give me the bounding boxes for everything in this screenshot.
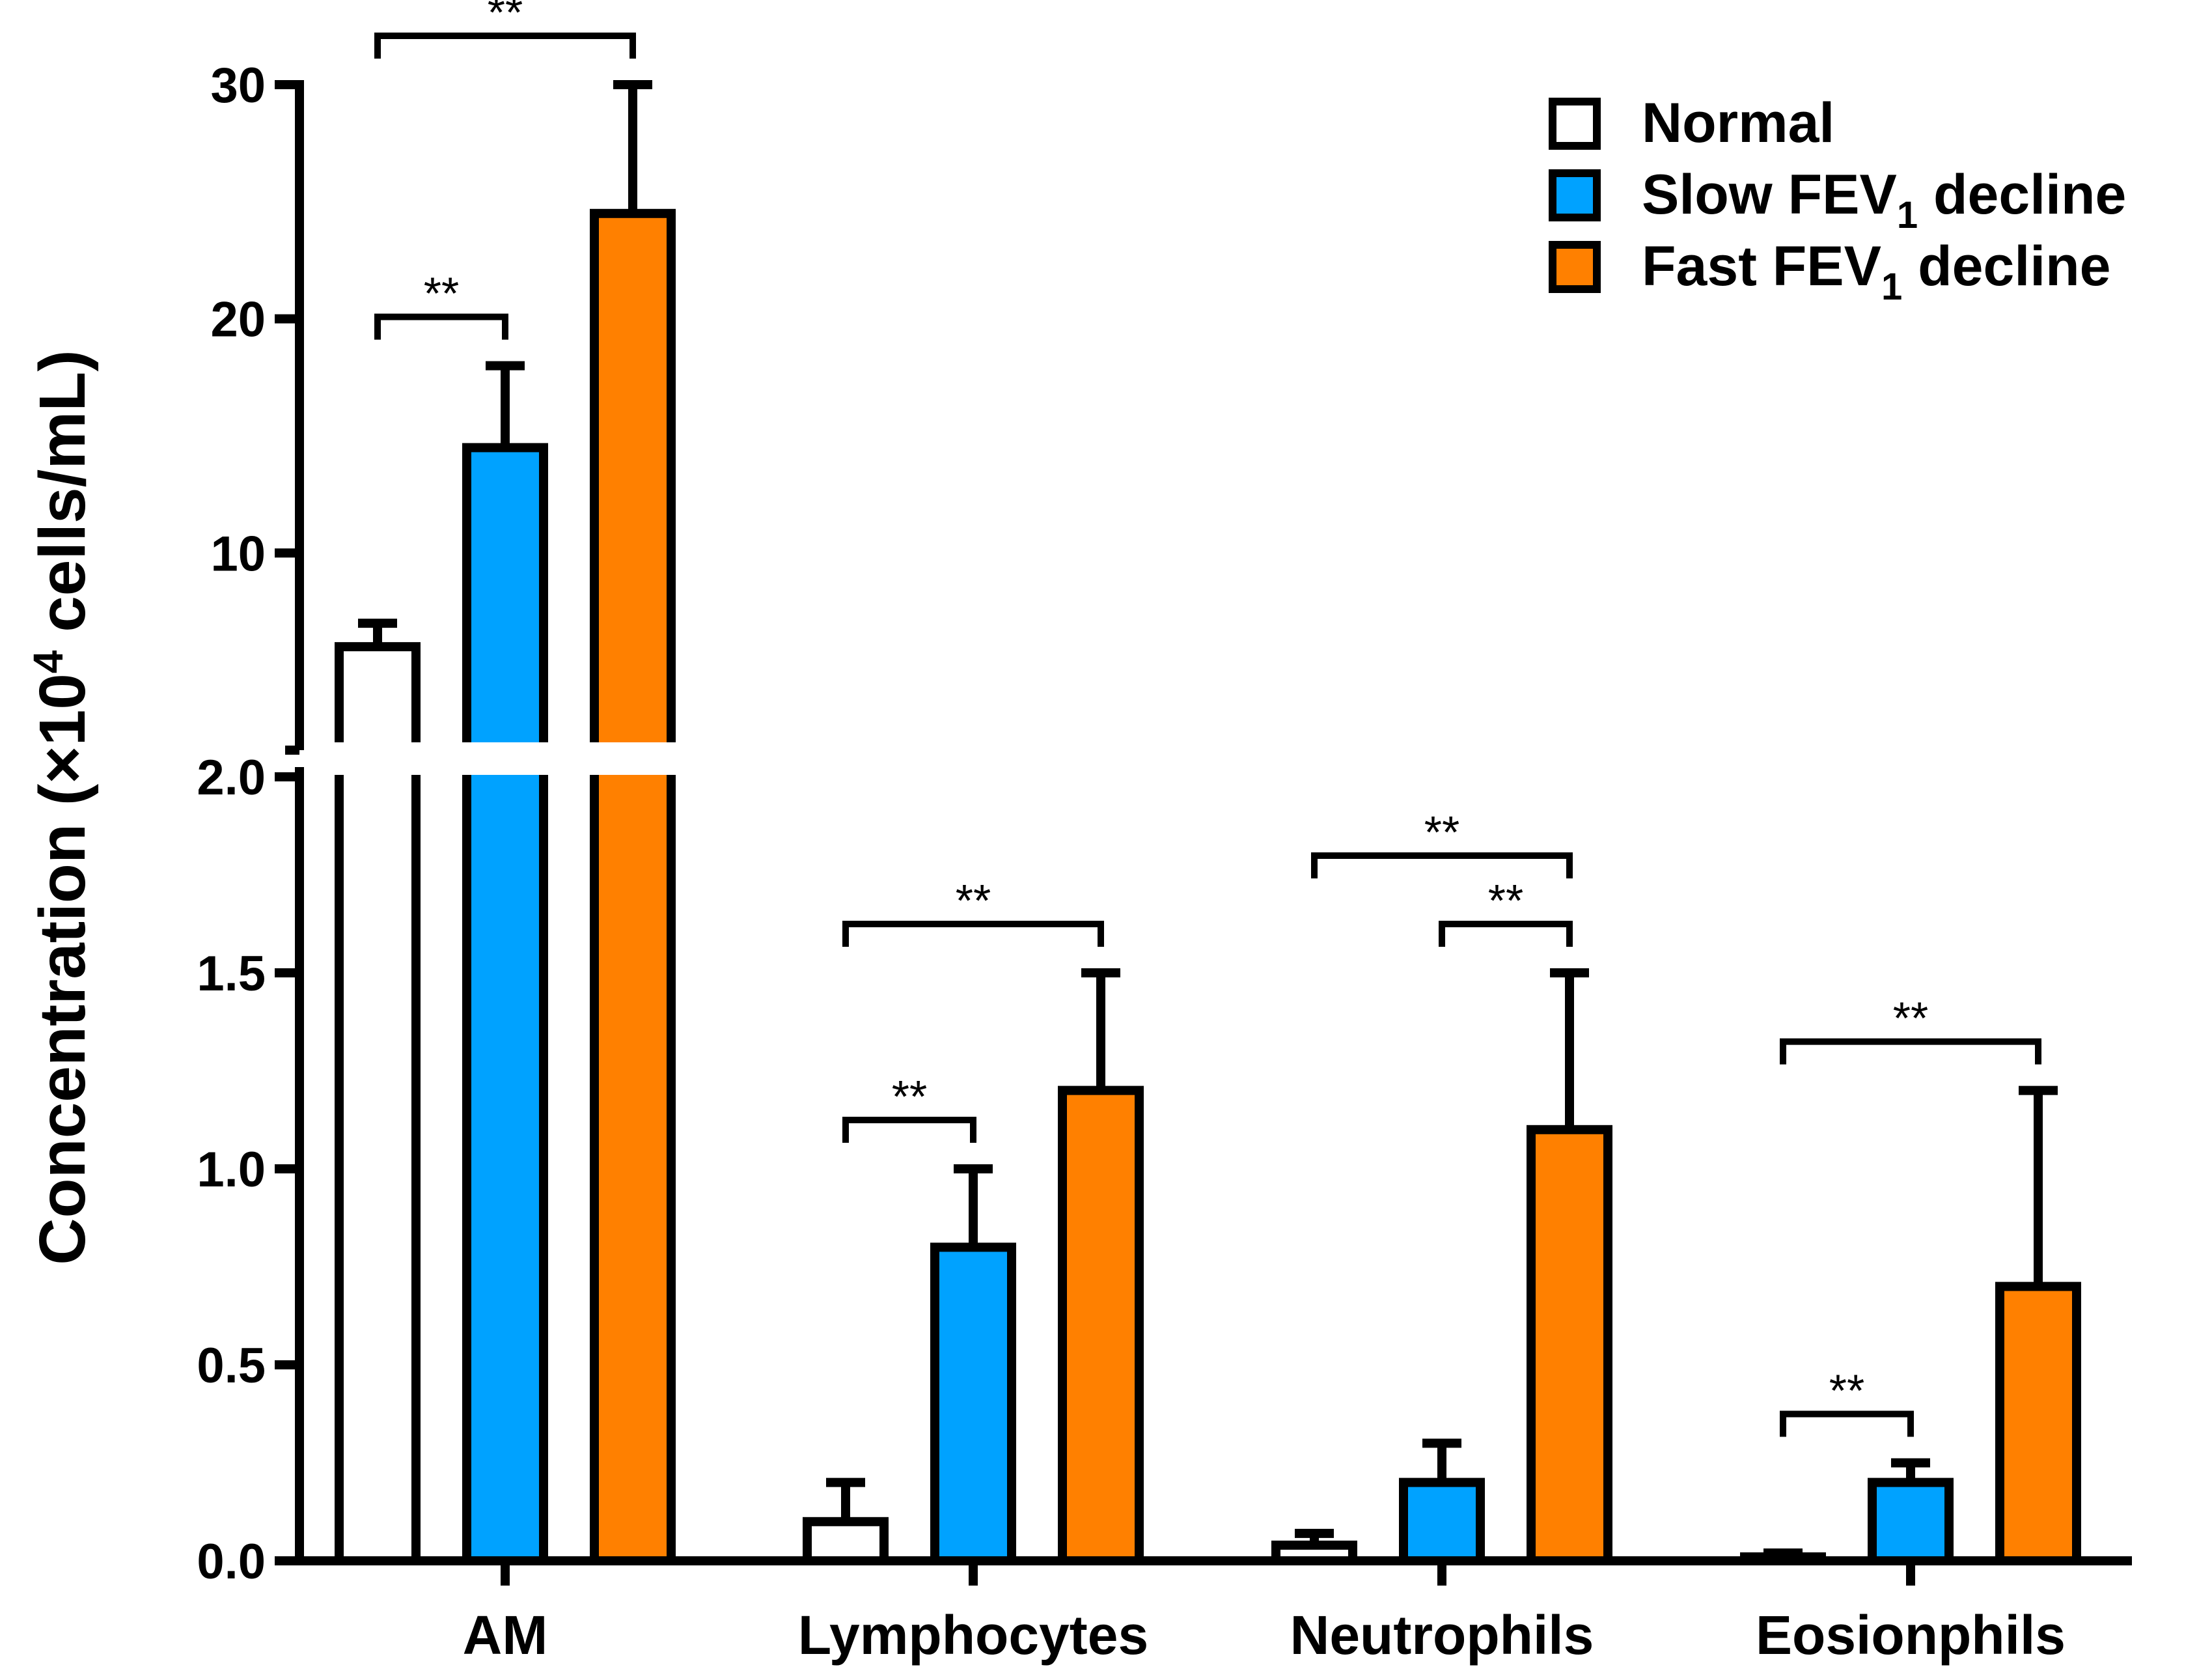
bar-1-1	[930, 1242, 1016, 1566]
x-tick-label-3: Eosionphils	[1756, 1604, 2066, 1666]
significance-bracket-4	[1311, 852, 1573, 878]
y-axis-title-main: Concentration (×10	[26, 673, 99, 1265]
significance-bracket-3	[842, 1117, 976, 1143]
y-tick-label-upper-2: 30	[210, 58, 266, 113]
significance-label-2: **	[956, 875, 991, 926]
significance-bracket-1	[374, 313, 508, 340]
bar-2-1	[1058, 1085, 1144, 1565]
bar-1-0	[462, 443, 548, 1565]
y-tick-label-lower-2: 1.0	[197, 1142, 266, 1197]
axes: 0.0 0.5 1.0 1.5 2.0 10 20 30 AM Lymphocytes Neutro…	[197, 58, 2132, 1666]
significance-label-0: **	[488, 0, 523, 38]
y-tick-label-lower-3: 1.5	[197, 946, 266, 1001]
significance-label-3: **	[892, 1071, 927, 1122]
legend-swatch-0	[1549, 98, 1601, 150]
bar-2-0	[590, 208, 676, 1566]
legend-swatch-2	[1549, 241, 1601, 293]
legend-label-suffix-2: decline	[1902, 235, 2110, 298]
legend-label-1: Slow FEV1 decline	[1642, 163, 2126, 236]
legend-label-suffix-1: decline	[1918, 163, 2126, 226]
y-tick-label-upper-1: 20	[210, 292, 266, 348]
significance-bracket-6	[1780, 1038, 2041, 1065]
x-tick-label-1: Lymphocytes	[798, 1604, 1148, 1666]
bar-0-1	[803, 1517, 889, 1566]
x-tick-label-2: Neutrophils	[1290, 1604, 1594, 1666]
significance-label-7: **	[1829, 1365, 1864, 1416]
bar-1-3	[1868, 1477, 1954, 1566]
y-tick-label-lower-4: 2.0	[197, 750, 266, 805]
significance-bracket-2	[842, 921, 1104, 947]
axis-break-gap	[280, 742, 684, 775]
legend-label-sub-2: 1	[1881, 266, 1902, 308]
y-tick-label-lower-1: 0.5	[197, 1338, 266, 1393]
legend-swatch-1	[1549, 169, 1601, 221]
y-axis-title-unit: cells/mL)	[26, 350, 99, 650]
bar-0-0	[335, 642, 421, 1566]
y-axis-title-exponent: 4	[25, 650, 72, 673]
significance-label-1: **	[424, 268, 459, 319]
significance-label-4: **	[1424, 807, 1459, 858]
legend-label-0: Normal	[1642, 92, 1834, 154]
y-axis-label: Concentration (×104 cells/mL)	[25, 350, 99, 1265]
legend-label-sub-1: 1	[1897, 194, 1918, 236]
significance-label-5: **	[1488, 875, 1523, 926]
y-axis-title: Concentration (×104 cells/mL)	[25, 350, 99, 1265]
x-tick-label-0: AM	[463, 1604, 548, 1666]
legend-label-2: Fast FEV1 decline	[1642, 235, 2110, 308]
legend-label-name-2: Fast FEV	[1642, 235, 1881, 298]
significance-bracket-5	[1439, 921, 1573, 947]
bar-2-3	[1995, 1281, 2081, 1565]
significance-label-6: **	[1893, 993, 1928, 1044]
legend-label-name-1: Slow FEV	[1642, 163, 1897, 226]
legend-label-name-0: Normal	[1642, 92, 1834, 154]
significance-bracket-7	[1780, 1410, 1914, 1437]
bar-2-2	[1527, 1125, 1612, 1566]
bar-1-2	[1399, 1477, 1485, 1566]
significance-brackets: ** ** ** ** ** ** ** **	[374, 0, 2041, 1437]
significance-bracket-0	[374, 33, 636, 59]
y-tick-label-upper-0: 10	[210, 526, 266, 581]
bars-layer	[280, 80, 2081, 1566]
y-tick-label-lower-0: 0.0	[197, 1534, 266, 1589]
